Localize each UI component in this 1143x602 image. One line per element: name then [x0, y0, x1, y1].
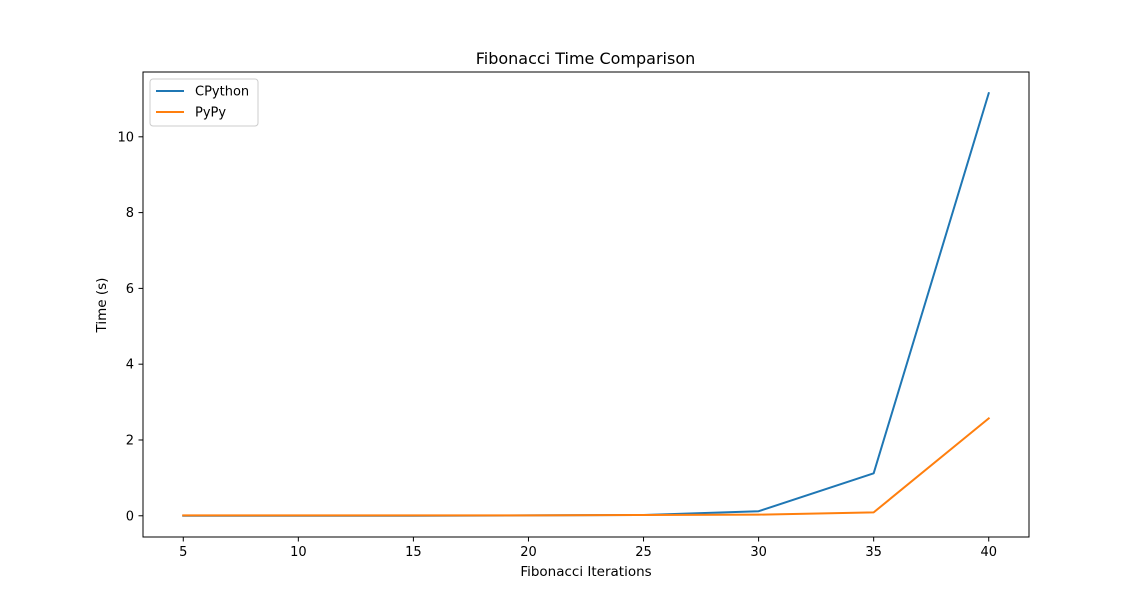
- x-tick-label: 35: [865, 545, 882, 560]
- y-tick-label: 2: [126, 433, 134, 448]
- y-tick-label: 6: [126, 282, 134, 297]
- x-axis-label: Fibonacci Iterations: [520, 564, 651, 580]
- x-tick-label: 5: [179, 545, 187, 560]
- x-tick-label: 40: [980, 545, 997, 560]
- x-tick-label: 20: [520, 545, 537, 560]
- x-tick-label: 15: [405, 545, 422, 560]
- legend-label-pypy: PyPy: [195, 106, 226, 121]
- x-tick-label: 10: [290, 545, 307, 560]
- x-tick-label: 30: [750, 545, 767, 560]
- y-tick-label: 10: [117, 130, 134, 145]
- legend-label-cpython: CPython: [195, 85, 249, 100]
- x-axis-ticks: 5 10 15 20 25 30 35 40: [179, 537, 997, 560]
- y-tick-label: 0: [126, 509, 134, 524]
- y-axis-ticks: 0 2 4 6 8 10: [117, 130, 143, 524]
- legend: CPython PyPy: [149, 78, 259, 127]
- series-line-pypy: [182, 416, 991, 517]
- chart-title: Fibonacci Time Comparison: [476, 49, 696, 68]
- series-layer: [182, 91, 991, 517]
- x-tick-label: 25: [635, 545, 652, 560]
- y-axis-label: Time (s): [94, 278, 110, 334]
- y-tick-label: 8: [126, 206, 134, 221]
- plot-area: [143, 72, 1029, 537]
- y-tick-label: 4: [126, 358, 134, 373]
- plot-frame: [142, 71, 1030, 538]
